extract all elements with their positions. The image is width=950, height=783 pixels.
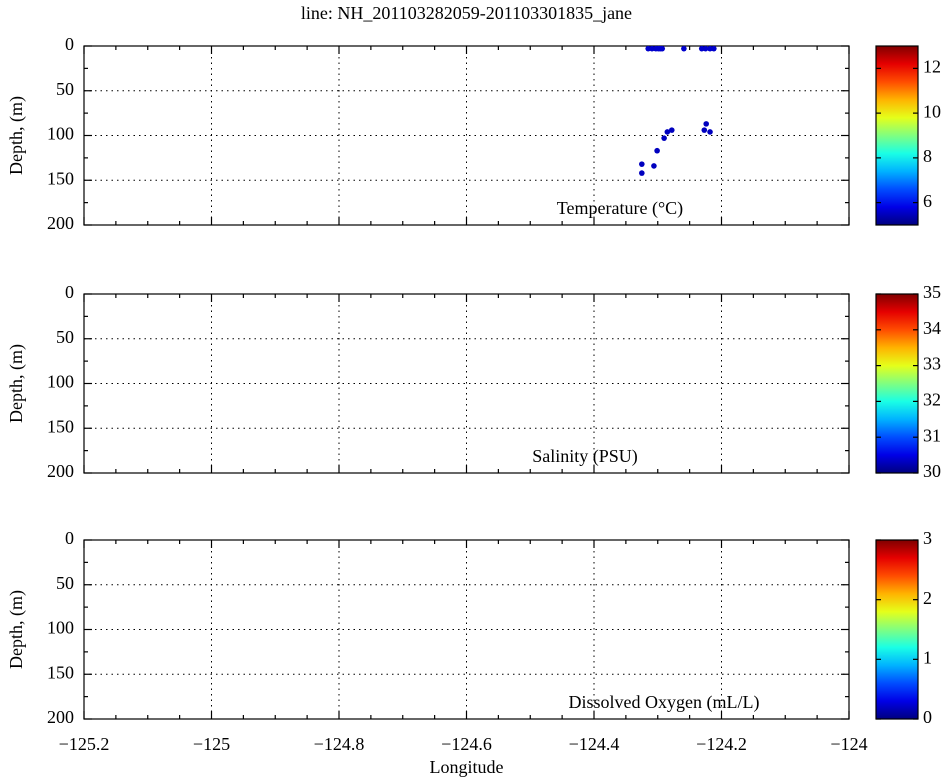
colorbar-tick-label: 10 <box>923 101 941 121</box>
y-tick-label: 200 <box>47 707 74 727</box>
y-tick-label: 150 <box>47 416 74 436</box>
y-tick-label: 200 <box>47 213 74 233</box>
colorbar-tick-label: 31 <box>923 425 941 445</box>
data-point <box>639 170 645 176</box>
chart-title: line: NH_201103282059-201103301835_jane <box>301 3 632 23</box>
x-tick-label: −124.2 <box>696 734 747 754</box>
data-point <box>668 127 675 133</box>
colorbar-tick-label: 2 <box>923 588 932 608</box>
colorbar-tick-label: 33 <box>923 354 941 374</box>
colorbar <box>875 539 919 720</box>
colorbar <box>875 293 919 474</box>
y-axis-label: Depth, (m) <box>6 96 27 175</box>
plot-frame <box>83 539 850 720</box>
data-point <box>645 45 651 52</box>
plot-frame <box>83 293 850 474</box>
colorbar-tick-label: 32 <box>923 390 941 410</box>
data-point <box>707 45 713 52</box>
colorbar-tick-label: 30 <box>923 461 941 481</box>
data-point <box>651 163 657 169</box>
data-point <box>664 129 671 135</box>
y-tick-label: 50 <box>56 79 74 99</box>
annotation: Salinity (PSU) <box>532 446 638 467</box>
y-axis-label: Depth, (m) <box>6 344 27 423</box>
y-tick-label: 100 <box>47 124 74 144</box>
y-tick-label: 150 <box>47 662 74 682</box>
x-tick-label: −124.8 <box>314 734 365 754</box>
data-point <box>661 135 667 141</box>
colorbar-tick-label: 3 <box>923 528 932 548</box>
data-point <box>701 127 708 133</box>
colorbar-tick-label: 35 <box>923 282 941 302</box>
data-point <box>707 129 713 135</box>
data-point <box>702 45 709 52</box>
y-tick-label: 0 <box>65 282 74 302</box>
colorbar-tick-label: 6 <box>923 191 932 211</box>
x-tick-label: −124.4 <box>569 734 620 754</box>
data-point <box>654 147 660 154</box>
plot-frame <box>83 45 850 226</box>
annotation: Dissolved Oxygen (mL/L) <box>569 692 760 713</box>
x-tick-label: −124.6 <box>441 734 492 754</box>
annotation: Temperature (°C) <box>557 198 683 219</box>
y-tick-label: 50 <box>56 573 74 593</box>
y-axis-label: Depth, (m) <box>6 590 27 669</box>
y-tick-label: 0 <box>65 34 74 54</box>
colorbar-tick-label: 12 <box>923 57 941 77</box>
colorbar-tick-label: 8 <box>923 146 932 166</box>
colorbar-tick-label: 0 <box>923 707 932 727</box>
y-tick-label: 100 <box>47 372 74 392</box>
colorbar <box>875 45 919 226</box>
colorbar-tick-label: 1 <box>923 647 932 667</box>
data-point <box>703 121 709 127</box>
y-tick-label: 100 <box>47 618 74 638</box>
y-tick-label: 50 <box>56 327 74 347</box>
colorbar-tick-label: 34 <box>923 318 941 338</box>
y-tick-label: 0 <box>65 528 74 548</box>
y-tick-label: 150 <box>47 168 74 188</box>
data-point <box>698 45 705 52</box>
y-tick-label: 200 <box>47 461 74 481</box>
x-tick-label: −124 <box>830 734 867 754</box>
x-axis-label: Longitude <box>430 757 504 777</box>
x-tick-label: −125.2 <box>59 734 110 754</box>
data-point <box>639 161 645 167</box>
data-point <box>659 45 666 52</box>
data-point <box>649 45 655 52</box>
data-point <box>711 45 717 52</box>
data-point <box>681 45 687 52</box>
x-tick-label: −125 <box>193 734 230 754</box>
